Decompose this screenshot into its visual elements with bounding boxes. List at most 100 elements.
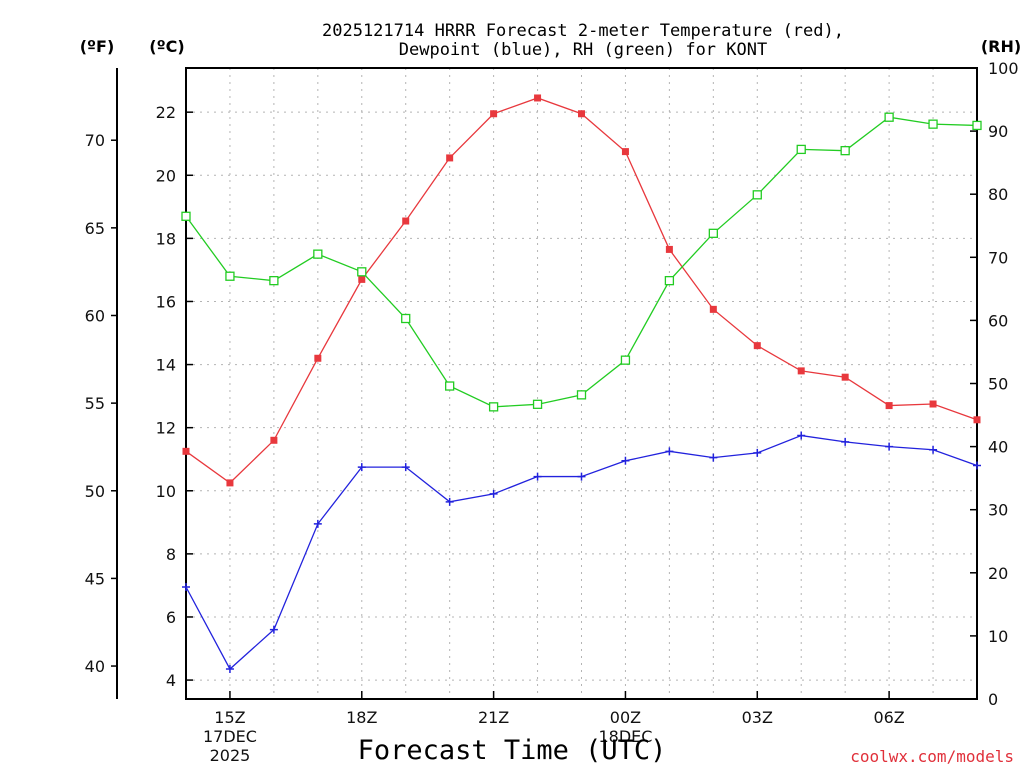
dewpoint-point [665,447,674,456]
rh-tick-label: 70 [988,248,1008,267]
rh-point [576,390,587,400]
celsius-tick-label: 16 [156,292,176,311]
x-tick-label: 03Z [742,708,773,727]
series-rh [181,112,982,412]
dewpoint-point [885,442,894,451]
x-tick-label: 21Z [478,708,509,727]
x-tick-label: 18DEC [598,727,652,746]
dewpoint-point [797,431,806,440]
rh-point [884,112,894,122]
rh-point [928,119,938,129]
temperature-point [929,400,937,408]
rh-point [488,402,499,412]
rh-point [401,313,411,324]
x-tick-label: 00Z [610,708,641,727]
temperature-point [578,110,585,118]
rh-tick-label: 100 [988,59,1019,78]
temperature-point [973,416,981,424]
dewpoint-point [225,665,234,674]
rh-point [620,355,631,365]
dewpoint-point [533,472,542,481]
dewpoint-point [929,445,938,454]
rh-tick-label: 80 [988,185,1008,204]
x-tick-label: 06Z [873,708,904,727]
dewpoint-point [269,625,278,634]
rh-point [840,146,850,156]
dewpoint-point [621,456,630,465]
temperature-point [621,148,629,156]
dewpoint-point [709,453,718,462]
fahrenheit-tick-label: 70 [85,131,105,150]
x-tick-label: 17DEC [203,727,257,746]
fahrenheit-tick-label: 40 [85,657,105,676]
fahrenheit-tick-label: 55 [85,394,105,413]
chart-axes: 4 6 8 10 12 14 16 18 20 22 40 45 50 55 60 65 70 0 10 20 30 40… [85,59,1019,765]
series-dewpoint [182,431,981,674]
chart-series [181,94,982,674]
temperature-point [446,154,454,162]
celsius-tick-label: 8 [166,545,176,564]
fahrenheit-tick-label: 45 [85,569,105,588]
chart-title-line2: Dewpoint (blue), RH (green) for KONT [399,40,767,60]
temperature-point [797,367,805,375]
temperature-point [841,373,849,381]
celsius-tick-label: 6 [166,608,176,627]
x-tick-label: 15Z [214,708,245,727]
celsius-unit-label: (ºC) [149,37,184,56]
temperature-point [753,342,761,350]
dewpoint-point [489,489,498,498]
chart-title-line1: 2025121714 HRRR Forecast 2-meter Tempera… [322,21,844,41]
rh-tick-label: 10 [988,627,1008,646]
dewpoint-point [445,497,454,506]
celsius-tick-label: 10 [156,482,176,501]
x-tick-label: 2025 [210,746,251,765]
chart-grid [186,68,977,699]
rh-point [972,120,982,131]
dewpoint-point [973,461,981,470]
dewpoint-point [182,582,190,591]
fahrenheit-unit-label: (ºF) [80,37,115,56]
temperature-point [709,305,717,313]
temperature-point [534,94,542,102]
rh-point [664,275,675,286]
temperature-point [665,245,673,253]
temperature-point [358,275,366,283]
rh-tick-label: 90 [988,122,1008,141]
temperature-point [314,354,322,362]
temperature-point [182,447,190,455]
rh-tick-label: 30 [988,501,1008,520]
rh-point [708,228,718,238]
dewpoint-point [577,472,586,481]
dewpoint-point [357,463,366,472]
celsius-tick-label: 18 [156,229,176,248]
dewpoint-point [753,448,762,457]
rh-point [752,190,762,200]
celsius-tick-label: 22 [156,103,176,122]
rh-point [181,211,191,221]
fahrenheit-tick-label: 50 [85,482,105,501]
rh-point [445,381,455,391]
rh-tick-label: 60 [988,311,1008,330]
temperature-point [402,217,410,225]
rh-point [532,399,543,409]
temperature-point [226,479,234,487]
rh-tick-label: 40 [988,438,1008,457]
temperature-point [490,110,498,118]
rh-tick-label: 50 [988,375,1008,394]
rh-tick-label: 0 [988,690,998,709]
x-tick-label: 18Z [346,708,377,727]
series-2-meter-temperature [182,94,981,487]
fahrenheit-tick-label: 65 [85,219,105,238]
rh-point [269,275,279,286]
dewpoint-point [401,463,410,472]
dewpoint-point [313,519,322,528]
rh-tick-label: 20 [988,564,1008,583]
x-axis-title: Forecast Time (UTC) [358,735,667,766]
rh-point [225,271,235,281]
dewpoint-point [841,437,850,446]
temperature-point [270,436,278,444]
celsius-tick-label: 20 [156,166,176,185]
celsius-tick-label: 12 [156,419,176,438]
fahrenheit-tick-label: 60 [85,306,105,325]
